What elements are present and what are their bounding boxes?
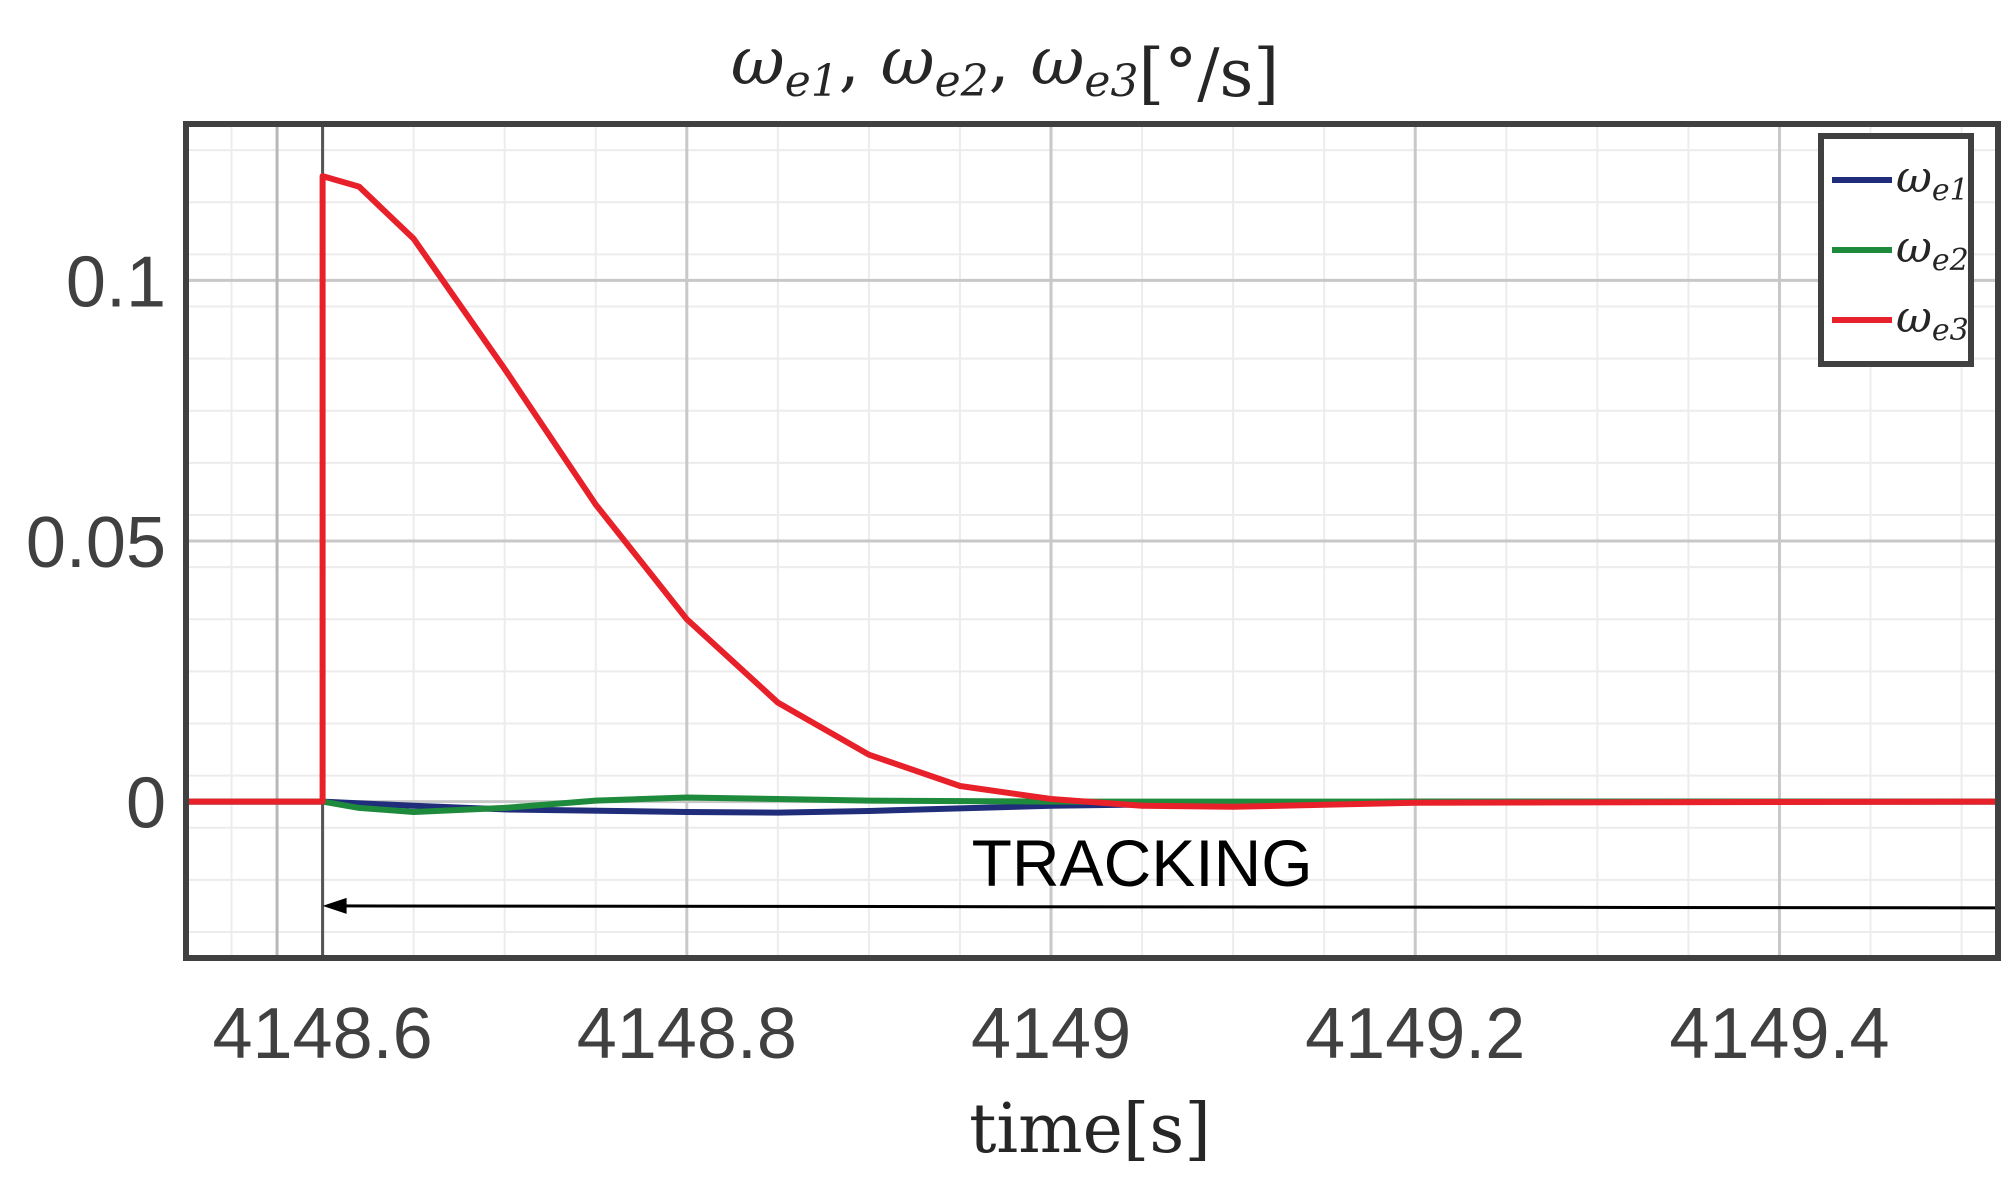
y-tick-label: 0 bbox=[126, 764, 166, 844]
legend-label: ωe1 bbox=[1896, 152, 1969, 208]
tracking-annotation: TRACKING bbox=[322, 826, 1999, 914]
x-axis-label: time[s] bbox=[969, 1090, 1211, 1169]
x-tick-label: 4148.8 bbox=[577, 994, 797, 1074]
chart-title: ωe1, ωe2, ωe3[°/s] bbox=[731, 23, 1279, 112]
series-layer bbox=[186, 173, 1999, 816]
x-tick-label: 4149 bbox=[971, 994, 1131, 1074]
x-tick-labels: 4148.6 4148.8 4149 4149.2 4149.4 bbox=[212, 994, 1889, 1074]
axes-frame bbox=[183, 121, 2001, 961]
x-tick-label: 4149.2 bbox=[1305, 994, 1525, 1074]
legend-label: ωe3 bbox=[1896, 292, 1969, 348]
x-axis-label-main: time bbox=[969, 1090, 1123, 1169]
x-tick-label: 4148.6 bbox=[212, 994, 432, 1074]
legend: ωe1 ωe2 ωe3 bbox=[1818, 133, 1974, 367]
legend-label: ωe2 bbox=[1896, 222, 1969, 278]
annotation-text: TRACKING bbox=[972, 826, 1313, 900]
y-tick-labels: 0 0.05 0.1 bbox=[26, 242, 166, 843]
y-tick-label: 0.1 bbox=[66, 242, 166, 322]
series-line bbox=[186, 173, 1999, 810]
tracking-arrow-head bbox=[322, 897, 347, 914]
x-tick-label: 4149.4 bbox=[1669, 994, 1889, 1074]
tracking-arrow-line bbox=[328, 904, 1999, 910]
x-axis-label-unit: [s] bbox=[1123, 1090, 1211, 1169]
y-tick-label: 0.05 bbox=[26, 503, 166, 583]
